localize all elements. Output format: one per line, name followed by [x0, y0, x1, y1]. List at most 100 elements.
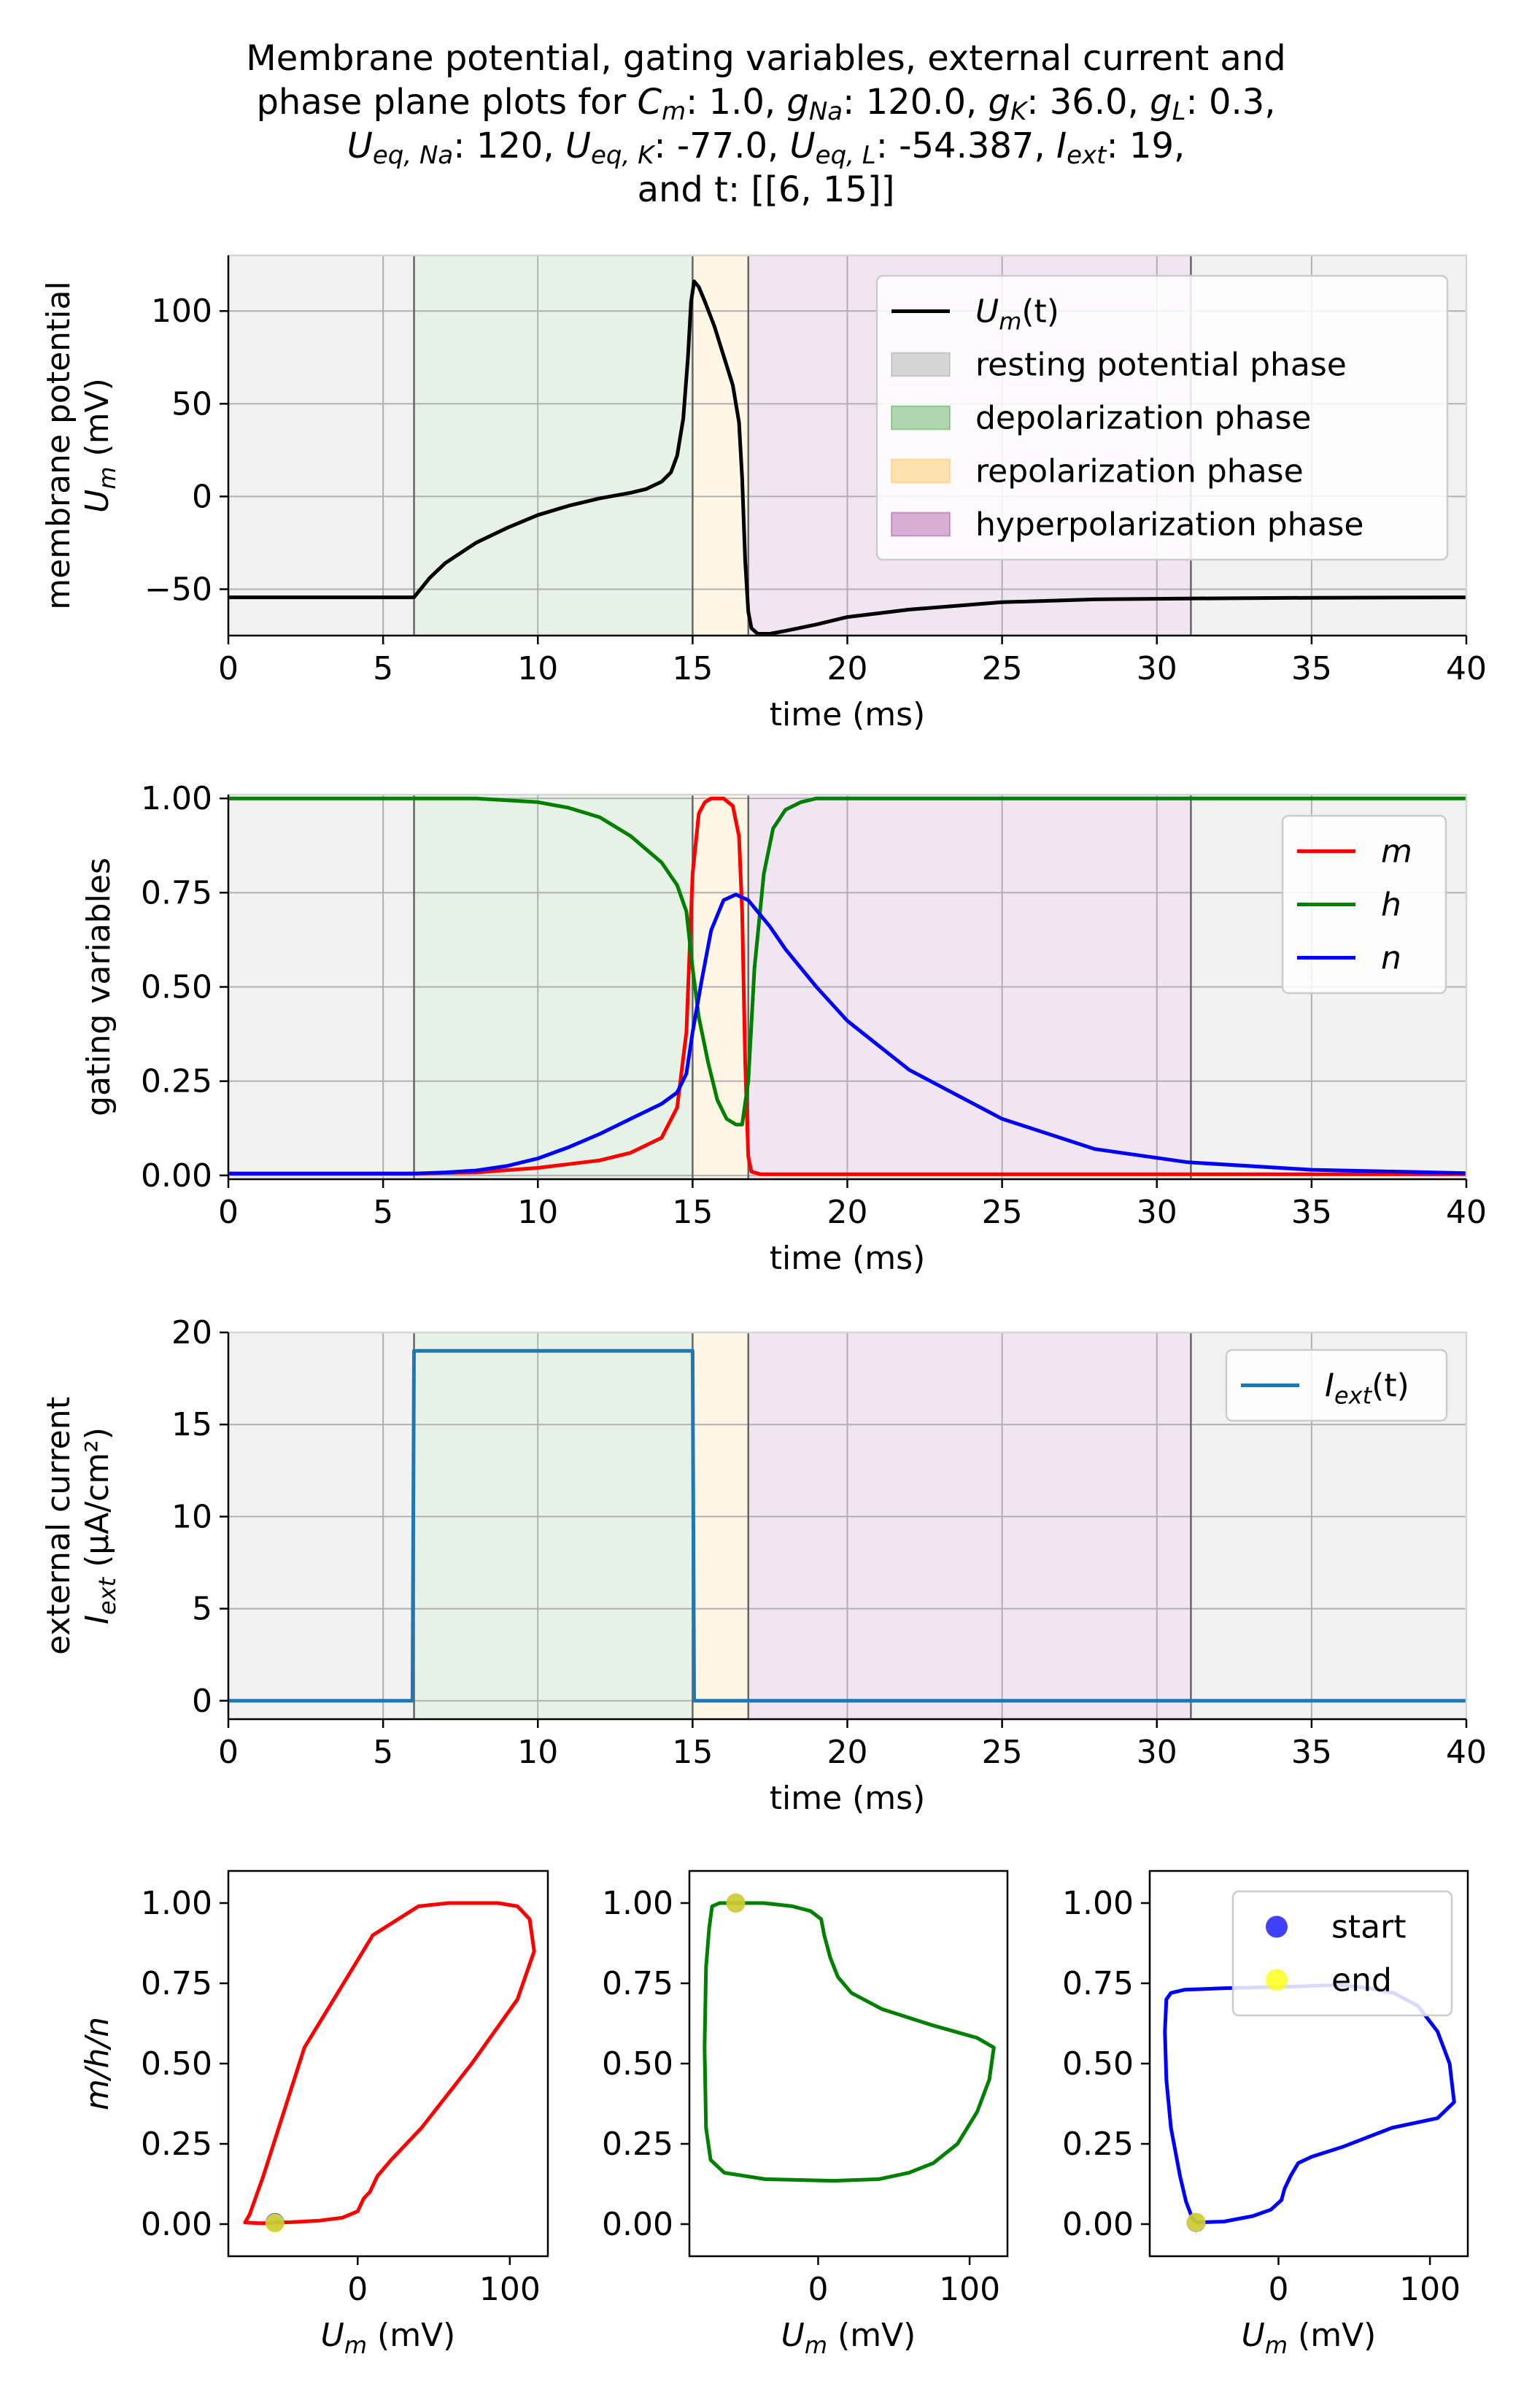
y-axis-label: m/h/n	[79, 2017, 116, 2110]
x-tick-label: 25	[982, 1194, 1023, 1231]
y-axis-label: external current	[40, 1397, 77, 1655]
end-marker	[265, 2213, 285, 2233]
x-tick-label: 30	[1137, 1194, 1177, 1231]
legend-label: m	[1381, 833, 1412, 871]
y-tick-label: 0	[192, 1683, 212, 1720]
x-tick-label: 40	[1446, 650, 1487, 687]
y-tick-label: −50	[144, 571, 212, 608]
axes-frame	[688, 1869, 1009, 2258]
x-axis-label: time (ms)	[770, 1240, 926, 1277]
axes-frame	[227, 1869, 549, 2258]
x-tick-label: 15	[672, 1194, 713, 1231]
y-tick-label: 0.00	[1062, 2206, 1134, 2243]
x-tick-label: 0	[218, 1734, 239, 1771]
chart-membrane: 0 5 10 15 20 25 30 35 40 −50 0 50 100 time (ms) membra…	[40, 254, 1487, 733]
y-tick-label: 0.75	[141, 874, 212, 911]
x-axis-label: Um (mV)	[321, 2317, 456, 2359]
x-tick-label: 25	[982, 650, 1023, 687]
y-tick-label: 20	[171, 1314, 212, 1351]
x-tick-label: 35	[1291, 1734, 1332, 1771]
series-I_ext(t)	[228, 1348, 1466, 1703]
y-tick-label: 0.50	[141, 969, 212, 1006]
legend-box	[875, 274, 1449, 561]
series-h	[703, 1901, 996, 2183]
y-tick-label: 100	[151, 293, 212, 330]
x-axis-label: Um (mV)	[1242, 2317, 1377, 2359]
phase-band	[228, 1332, 414, 1719]
title-line-1: Membrane potential, gating variables, ex…	[246, 38, 1286, 79]
legend-label: h	[1381, 887, 1401, 924]
y-tick-label: 0.75	[602, 1965, 673, 2002]
end-marker	[1186, 2212, 1206, 2232]
x-tick-label: 5	[373, 1194, 393, 1231]
legend-label: end	[1331, 1962, 1392, 1999]
x-axis-label: time (ms)	[770, 1780, 926, 1817]
y-tick-label: 1.00	[602, 1885, 673, 1922]
x-tick-label: 5	[373, 650, 393, 687]
x-tick-label: 100	[1399, 2271, 1461, 2308]
chart-phase_m: 0 100 0.00 0.25 0.50 0.75 1.00 Um (mV) m/h/n	[79, 1869, 549, 2359]
end-marker	[726, 1894, 746, 1913]
x-tick-label: 30	[1137, 1734, 1177, 1771]
x-tick-label: 30	[1137, 650, 1177, 687]
phase-band	[748, 1332, 1191, 1719]
y-tick-label: 0.50	[602, 2045, 673, 2083]
y-axis-label-2: Um (mV)	[79, 378, 121, 513]
y-tick-label: 0.00	[141, 1157, 212, 1195]
legend-dot	[1266, 1915, 1288, 1938]
legend-patch	[891, 405, 951, 431]
legend-label: resting potential phase	[975, 347, 1347, 384]
series-U_m(t)	[228, 279, 1467, 636]
x-tick-label: 25	[982, 1734, 1023, 1771]
legend-patch	[891, 458, 951, 484]
x-tick-label: 10	[517, 1194, 558, 1231]
x-tick-label: 100	[939, 2271, 1000, 2308]
y-tick-label: 0.25	[602, 2126, 673, 2163]
y-tick-label: 1.00	[141, 1885, 212, 1922]
chart-phase_n: 0 100 0.00 0.25 0.50 0.75 1.00 Um (mV) start end	[1062, 1869, 1469, 2359]
phase-band	[228, 255, 414, 636]
y-tick-label: 0.25	[1062, 2126, 1134, 2163]
y-tick-label: 50	[171, 385, 212, 422]
y-axis-label-2: Iext (μA/cm²)	[79, 1427, 121, 1624]
x-tick-label: 0	[347, 2271, 368, 2308]
y-tick-label: 1.00	[141, 780, 212, 817]
chart-current: 0 5 10 15 20 25 30 35 40 0 5 10 15 20 time (ms) externa…	[40, 1314, 1487, 1817]
legend-label: Um(t)	[975, 293, 1059, 336]
y-tick-label: 0.25	[141, 2126, 212, 2163]
legend-box	[1225, 1348, 1448, 1422]
y-tick-label: 0.50	[1062, 2045, 1134, 2083]
y-tick-label: 15	[171, 1406, 212, 1443]
x-tick-label: 15	[672, 650, 713, 687]
title-line-3: Ueq, Na: 120, Ueq, K: -77.0, Ueq, L: -54…	[347, 126, 1185, 170]
y-tick-label: 0.75	[1062, 1965, 1134, 2002]
x-tick-label: 0	[218, 1194, 239, 1231]
phase-band	[692, 1332, 748, 1719]
x-tick-label: 0	[808, 2271, 828, 2308]
legend-box	[1281, 814, 1447, 995]
x-tick-label: 35	[1291, 1194, 1332, 1231]
y-tick-label: 0.00	[141, 2206, 212, 2243]
legend-dot	[1266, 1969, 1288, 1991]
series-n	[228, 892, 1467, 1176]
figure-title: Membrane potential, gating variables, ex…	[0, 36, 1532, 212]
x-tick-label: 0	[218, 650, 239, 687]
y-tick-label: 10	[171, 1498, 212, 1535]
x-tick-label: 10	[517, 650, 558, 687]
title-line-2: phase plane plots for Cm: 1.0, gNa: 120.…	[256, 82, 1276, 126]
chart-gating: 0 5 10 15 20 25 30 35 40 0.00 0.25 0.50 0.75 1.00 time…	[80, 780, 1487, 1277]
x-tick-label: 10	[517, 1734, 558, 1771]
x-tick-label: 5	[373, 1734, 393, 1771]
x-tick-label: 35	[1291, 650, 1332, 687]
x-tick-label: 40	[1446, 1194, 1487, 1231]
y-tick-label: 0.75	[141, 1965, 212, 2002]
legend-label: repolarization phase	[975, 453, 1304, 490]
x-tick-label: 20	[827, 1734, 868, 1771]
legend-box	[1231, 1890, 1453, 2017]
series-m	[243, 1901, 536, 2226]
phase-band	[414, 1332, 693, 1719]
legend-label: start	[1331, 1909, 1406, 1946]
x-tick-label: 100	[479, 2271, 541, 2308]
legend-label: depolarization phase	[975, 400, 1311, 437]
